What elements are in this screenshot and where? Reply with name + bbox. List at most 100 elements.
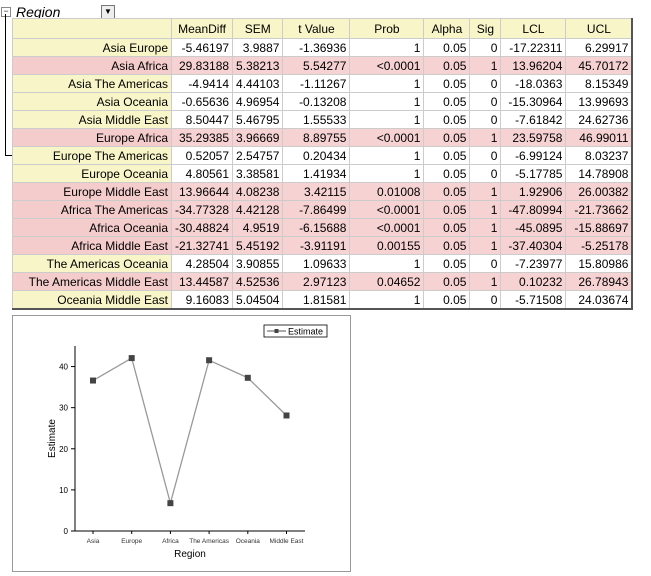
table-cell[interactable]: -7.23977 [500, 254, 567, 273]
table-cell[interactable]: 0 [469, 92, 502, 111]
column-header[interactable] [12, 18, 172, 39]
table-cell[interactable]: 4.42128 [232, 200, 284, 219]
row-label[interactable]: The Americas Oceania [12, 254, 172, 273]
table-cell[interactable]: 24.62736 [565, 110, 633, 129]
table-cell[interactable]: 1 [469, 182, 502, 201]
table-cell[interactable]: -5.71508 [500, 290, 567, 310]
row-label[interactable]: Africa Middle East [12, 236, 172, 255]
table-cell[interactable]: 35.29385 [170, 128, 234, 147]
table-cell[interactable]: <0.0001 [349, 200, 425, 219]
table-cell[interactable]: 3.90855 [232, 254, 284, 273]
table-cell[interactable]: -45.0895 [500, 218, 567, 237]
table-cell[interactable]: 1 [349, 38, 425, 57]
table-cell[interactable]: -21.73662 [565, 200, 633, 219]
row-label[interactable]: Europe Oceania [12, 164, 172, 183]
column-header[interactable]: t Value [282, 18, 351, 39]
table-cell[interactable]: 0.01008 [349, 182, 425, 201]
table-cell[interactable]: 46.99011 [565, 128, 633, 147]
table-cell[interactable]: 0 [469, 74, 502, 93]
table-cell[interactable]: -6.99124 [500, 146, 567, 165]
table-cell[interactable]: -0.13208 [282, 92, 351, 111]
row-label[interactable]: Asia The Americas [12, 74, 172, 93]
table-cell[interactable]: 5.38213 [232, 56, 284, 75]
table-cell[interactable]: 13.96204 [500, 56, 567, 75]
table-cell[interactable]: <0.0001 [349, 56, 425, 75]
column-header[interactable]: Alpha [423, 18, 471, 39]
table-cell[interactable]: 4.96954 [232, 92, 284, 111]
table-cell[interactable]: 4.44103 [232, 74, 284, 93]
row-label[interactable]: Asia Oceania [12, 92, 172, 111]
row-label[interactable]: Asia Middle East [12, 110, 172, 129]
table-cell[interactable]: 1 [349, 110, 425, 129]
table-cell[interactable]: 0 [469, 290, 502, 310]
table-cell[interactable]: 4.28504 [170, 254, 234, 273]
table-cell[interactable]: 0.05 [423, 74, 471, 93]
row-label[interactable]: The Americas Middle East [12, 272, 172, 291]
table-cell[interactable]: 13.44587 [170, 272, 234, 291]
table-cell[interactable]: 0.05 [423, 182, 471, 201]
table-cell[interactable]: 26.78943 [565, 272, 633, 291]
table-cell[interactable]: 0 [469, 164, 502, 183]
table-cell[interactable]: 1.81581 [282, 290, 351, 310]
column-header[interactable]: Prob [349, 18, 425, 39]
table-cell[interactable]: 45.70172 [565, 56, 633, 75]
table-cell[interactable]: <0.0001 [349, 218, 425, 237]
table-cell[interactable]: -1.36936 [282, 38, 351, 57]
table-cell[interactable]: 0.00155 [349, 236, 425, 255]
table-cell[interactable]: 5.04504 [232, 290, 284, 310]
table-cell[interactable]: 2.54757 [232, 146, 284, 165]
table-cell[interactable]: 1 [469, 200, 502, 219]
row-label[interactable]: Europe The Americas [12, 146, 172, 165]
row-label[interactable]: Europe Middle East [12, 182, 172, 201]
table-cell[interactable]: 1.55533 [282, 110, 351, 129]
table-cell[interactable]: 0.05 [423, 272, 471, 291]
table-cell[interactable]: 0 [469, 254, 502, 273]
table-cell[interactable]: 0.05 [423, 200, 471, 219]
table-cell[interactable]: -3.91191 [282, 236, 351, 255]
table-cell[interactable]: -30.48824 [170, 218, 234, 237]
table-cell[interactable]: -47.80994 [500, 200, 567, 219]
table-cell[interactable]: 0 [469, 146, 502, 165]
table-cell[interactable]: -1.11267 [282, 74, 351, 93]
table-cell[interactable]: -4.9414 [170, 74, 234, 93]
column-header[interactable]: SEM [232, 18, 284, 39]
table-cell[interactable]: 0 [469, 110, 502, 129]
table-cell[interactable]: 0.05 [423, 290, 471, 310]
table-cell[interactable]: 1 [349, 146, 425, 165]
table-cell[interactable]: 0.05 [423, 110, 471, 129]
table-cell[interactable]: 0.05 [423, 56, 471, 75]
row-label[interactable]: Oceania Middle East [12, 290, 172, 310]
table-cell[interactable]: 1 [349, 164, 425, 183]
table-cell[interactable]: 1 [349, 74, 425, 93]
table-cell[interactable]: 1 [469, 218, 502, 237]
table-cell[interactable]: 8.03237 [565, 146, 633, 165]
table-cell[interactable]: -21.32741 [170, 236, 234, 255]
table-cell[interactable]: 1 [349, 290, 425, 310]
table-cell[interactable]: 3.96669 [232, 128, 284, 147]
table-cell[interactable]: 3.38581 [232, 164, 284, 183]
table-cell[interactable]: 5.46795 [232, 110, 284, 129]
row-label[interactable]: Europe Africa [12, 128, 172, 147]
collapse-toggle-icon[interactable]: − [1, 7, 11, 17]
table-cell[interactable]: 1 [349, 254, 425, 273]
table-cell[interactable]: 1 [349, 92, 425, 111]
table-cell[interactable]: 13.99693 [565, 92, 633, 111]
table-cell[interactable]: -34.77328 [170, 200, 234, 219]
table-cell[interactable]: -15.30964 [500, 92, 567, 111]
column-header[interactable]: UCL [565, 18, 633, 39]
table-cell[interactable]: 1 [469, 128, 502, 147]
table-cell[interactable]: 24.03674 [565, 290, 633, 310]
table-cell[interactable]: 1.09633 [282, 254, 351, 273]
table-cell[interactable]: 0 [469, 38, 502, 57]
table-cell[interactable]: -17.22311 [500, 38, 567, 57]
table-cell[interactable]: 8.15349 [565, 74, 633, 93]
table-cell[interactable]: 3.9887 [232, 38, 284, 57]
table-cell[interactable]: 6.29917 [565, 38, 633, 57]
table-cell[interactable]: -5.25178 [565, 236, 633, 255]
table-cell[interactable]: -7.61842 [500, 110, 567, 129]
table-cell[interactable]: 3.42115 [282, 182, 351, 201]
table-cell[interactable]: 0.05 [423, 146, 471, 165]
table-cell[interactable]: 1.41934 [282, 164, 351, 183]
row-label[interactable]: Asia Africa [12, 56, 172, 75]
table-cell[interactable]: -5.17785 [500, 164, 567, 183]
